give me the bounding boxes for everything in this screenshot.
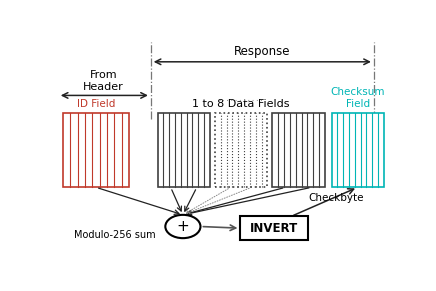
Text: ...........: ........... — [218, 96, 265, 102]
Circle shape — [165, 215, 201, 238]
Text: +: + — [177, 219, 189, 234]
Text: From
Header: From Header — [83, 70, 124, 92]
Bar — [63, 113, 129, 187]
Bar — [240, 217, 308, 240]
Bar — [331, 113, 384, 187]
Bar — [157, 113, 210, 187]
Text: ID Field: ID Field — [77, 99, 115, 109]
Text: 1 to 8 Data Fields: 1 to 8 Data Fields — [192, 99, 290, 109]
Bar — [215, 113, 267, 187]
Text: INVERT: INVERT — [250, 222, 298, 235]
Text: Checkbyte: Checkbyte — [308, 194, 364, 203]
Text: Modulo-256 sum: Modulo-256 sum — [74, 230, 155, 240]
Bar — [272, 113, 325, 187]
Text: Checksum
Field: Checksum Field — [330, 87, 385, 109]
Text: Response: Response — [234, 45, 290, 58]
